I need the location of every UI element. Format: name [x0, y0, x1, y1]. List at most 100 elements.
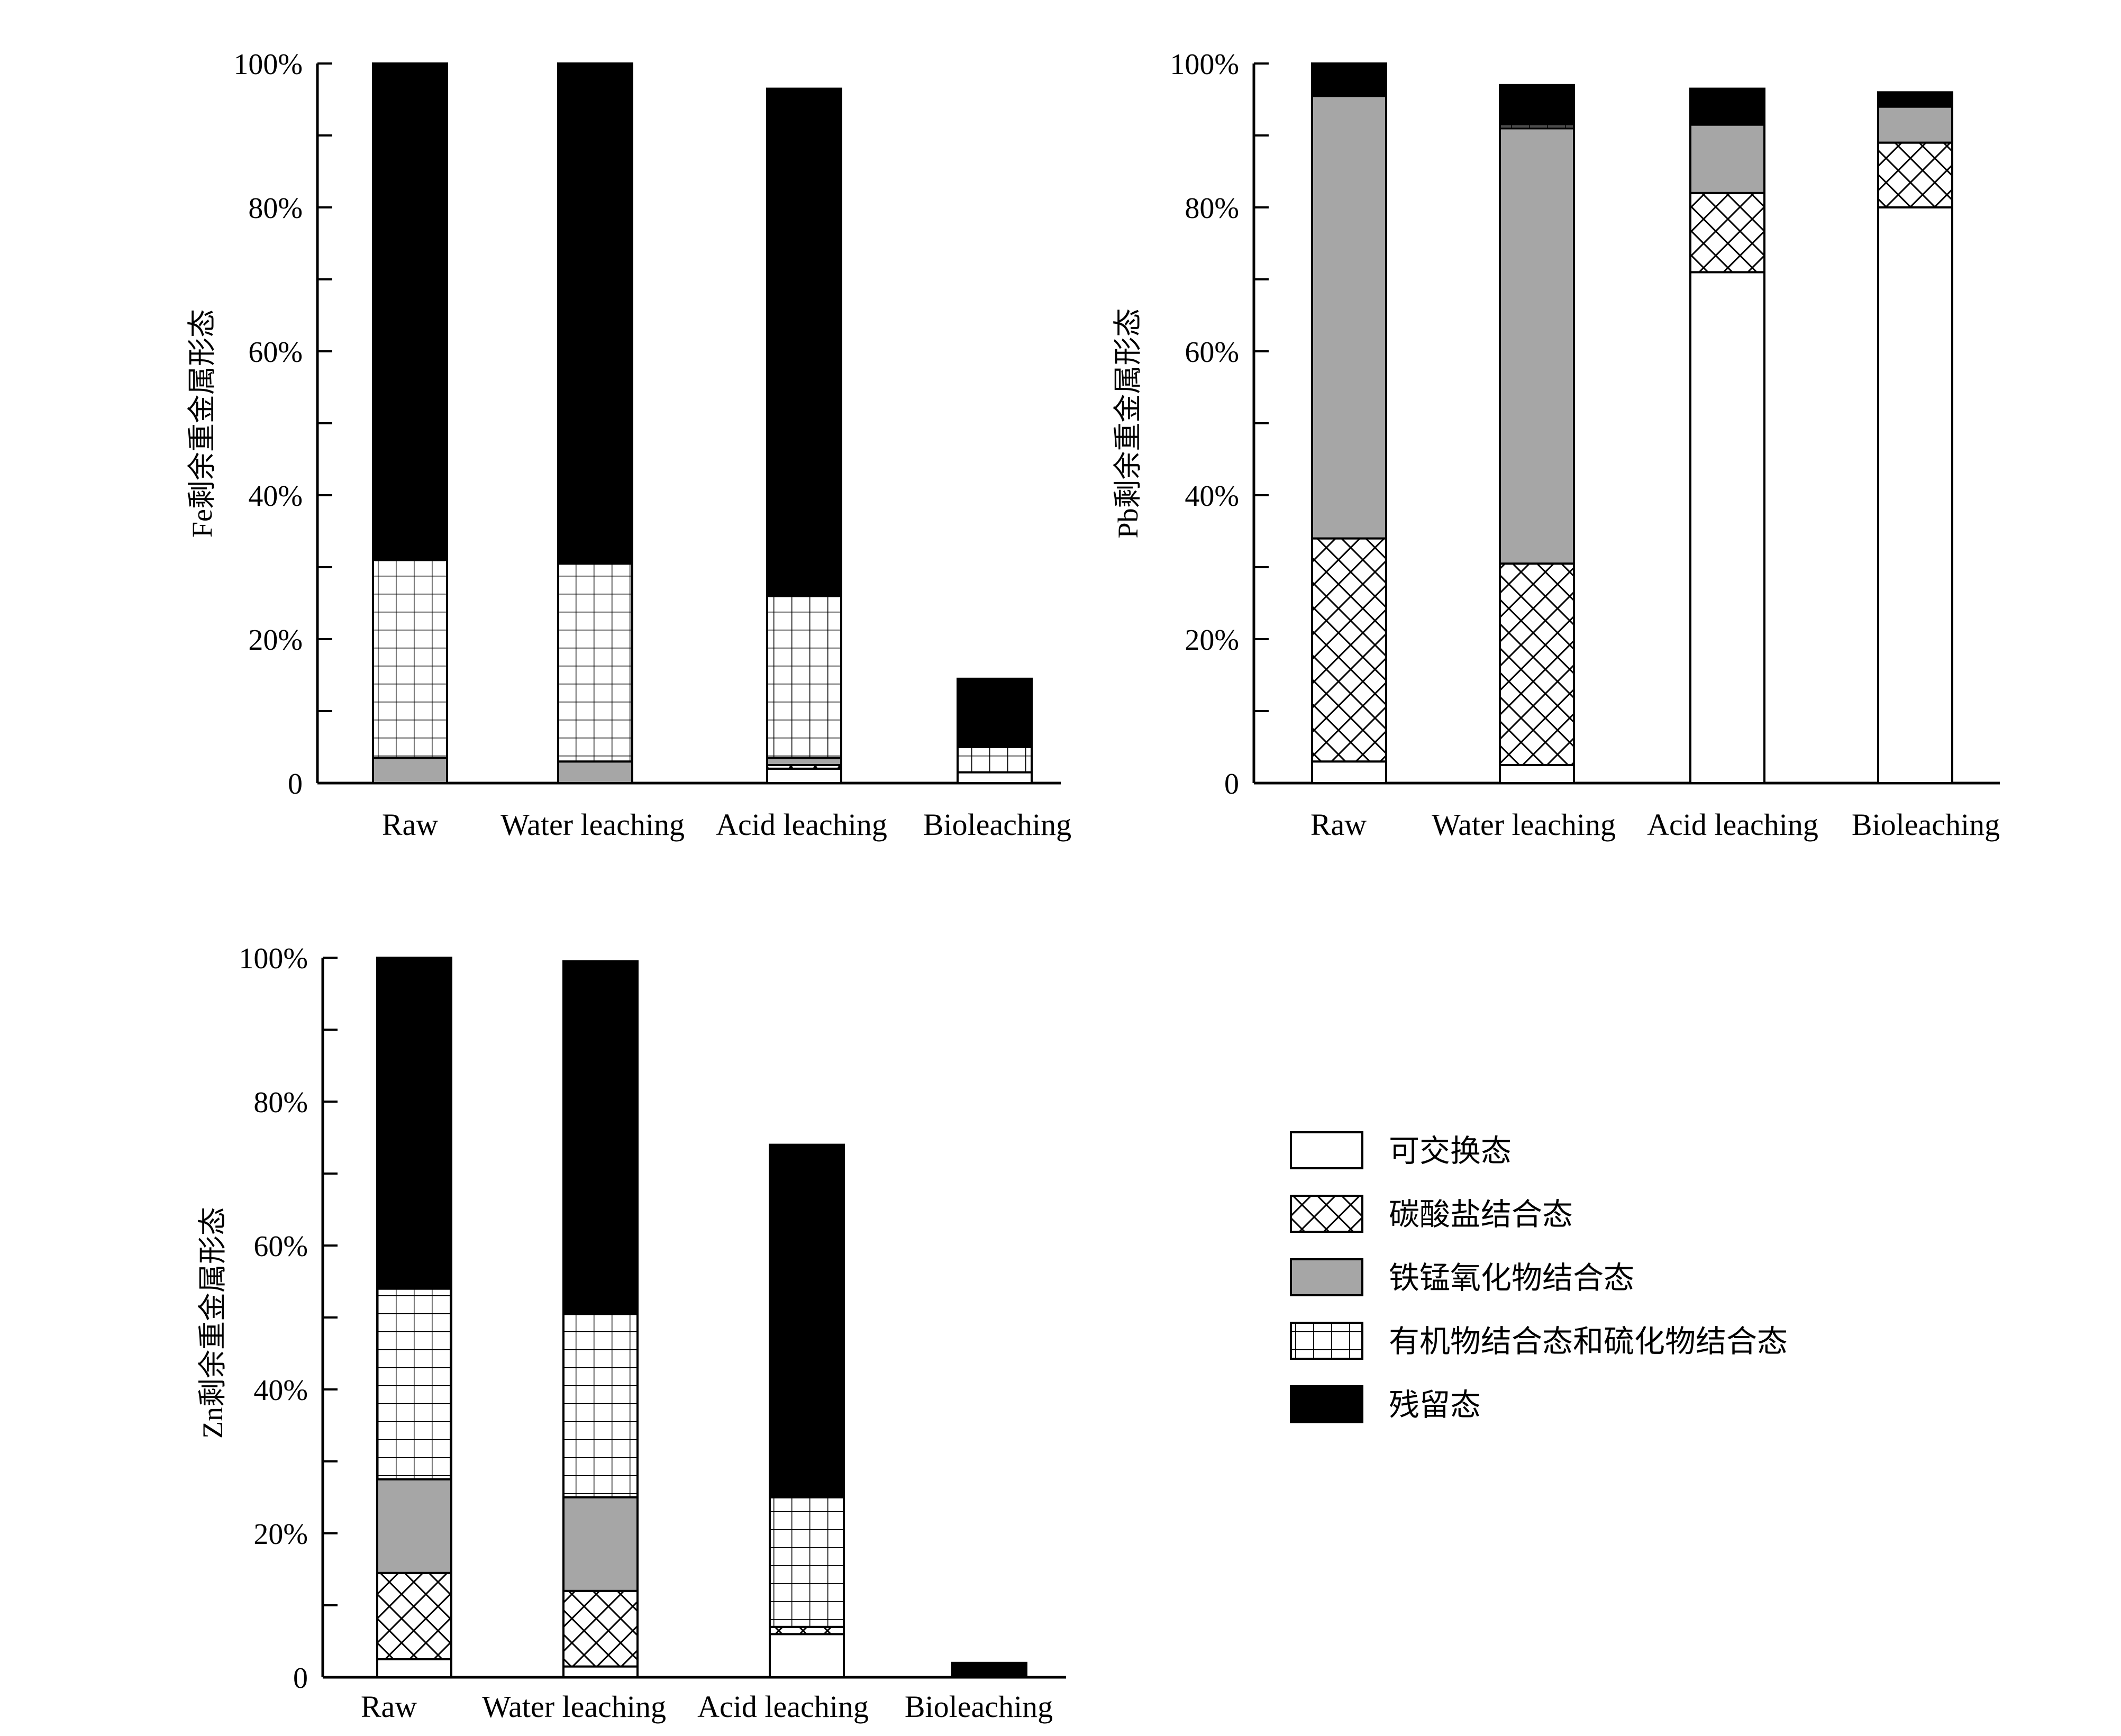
- pb-x-category-label: Acid leaching: [1647, 807, 1818, 842]
- pb-bar-raw: [1311, 62, 1387, 784]
- legend-item-femn-oxide: 铁锰氧化物结合态: [1290, 1258, 1634, 1296]
- zn-y-tick-label: 60%: [253, 1230, 308, 1263]
- pb-y-tick-label: 80%: [1185, 192, 1239, 225]
- fe-bar-segment-residual: [557, 62, 633, 565]
- pb-bar-segment-femn-oxide: [1689, 123, 1765, 194]
- fe-chart-panel: 0 20% 40% 60% 80% 100% Fe剩余重金属形态 Raw Water leach…: [186, 48, 1071, 842]
- fe-bar-segment-residual: [957, 677, 1033, 749]
- legend-label-organic-sulfide: 有机物结合态和硫化物结合态: [1389, 1324, 1788, 1359]
- pb-bar-segment-carbonate: [1311, 537, 1387, 763]
- zn-bar-segment-femn-oxide: [376, 1478, 452, 1574]
- zn-bar-water-leaching: [562, 960, 639, 1679]
- pb-bar-segment-femn-oxide: [1499, 127, 1575, 565]
- fe-bar-water-leaching: [557, 62, 633, 784]
- fe-bar-bioleaching: [957, 677, 1033, 784]
- fe-bar-segment-exchangeable: [957, 771, 1033, 784]
- fe-y-tick-label: 80%: [248, 192, 303, 225]
- pb-bar-segment-exchangeable: [1499, 764, 1575, 784]
- fe-bar-segment-femn-oxide: [372, 757, 448, 785]
- zn-bar-segment-carbonate: [376, 1571, 452, 1661]
- zn-bar-segment-carbonate: [769, 1625, 845, 1635]
- pb-y-tick-label: 0: [1224, 768, 1239, 801]
- legend-label-carbonate: 碳酸盐结合态: [1389, 1197, 1573, 1232]
- zn-bar-segment-organic-sulfide: [769, 1496, 845, 1628]
- zn-bar-segment-exchangeable: [376, 1658, 452, 1678]
- zn-x-category-label: Acid leaching: [697, 1689, 869, 1724]
- legend-item-carbonate: 碳酸盐结合态: [1290, 1195, 1573, 1233]
- fe-x-category-label: Acid leaching: [716, 807, 887, 842]
- pb-x-category-label: Bioleaching: [1852, 807, 2000, 842]
- zn-bar-acid-leaching: [769, 1143, 845, 1678]
- pb-chart-panel: 0 20% 40% 60% 80% 100% Pb剩余重金属形态 Raw Water leach…: [1112, 48, 2000, 842]
- pb-bar-segment-exchangeable: [1689, 271, 1765, 784]
- fe-x-category-label: Raw: [382, 807, 438, 842]
- pb-bar-segment-residual: [1689, 87, 1765, 126]
- pb-bar-segment-femn-oxide: [1877, 105, 1953, 144]
- pb-bar-segment-residual: [1877, 91, 1953, 108]
- fe-bar-segment-organic-sulfide: [957, 746, 1033, 774]
- zn-x-category-label: Water leaching: [482, 1689, 666, 1724]
- fe-bar-segment-residual: [372, 62, 448, 561]
- fe-y-tick-label: 0: [288, 768, 303, 801]
- fe-y-tick-label: 40%: [248, 480, 303, 513]
- zn-y-tick-label: 20%: [253, 1518, 308, 1551]
- legend-swatch-gray: [1290, 1258, 1363, 1296]
- pb-bar-segment-residual: [1499, 84, 1575, 126]
- zn-bar-segment-residual: [562, 960, 639, 1315]
- zn-bar-segment-femn-oxide: [562, 1496, 639, 1592]
- fe-x-category-label: Bioleaching: [923, 807, 1071, 842]
- zn-x-category-label: Bioleaching: [905, 1689, 1053, 1724]
- pb-y-tick-label: 40%: [1185, 480, 1239, 513]
- zn-bar-segment-exchangeable: [769, 1633, 845, 1678]
- fe-bar-segment-organic-sulfide: [557, 562, 633, 763]
- pb-bar-water-leaching: [1499, 84, 1575, 784]
- fe-bar-segment-residual: [766, 87, 842, 597]
- zn-bar-segment-residual: [951, 1661, 1027, 1679]
- legend-item-organic-sulfide: 有机物结合态和硫化物结合态: [1290, 1322, 1788, 1360]
- fe-y-tick-label: 100%: [233, 48, 303, 81]
- fe-bar-segment-exchangeable: [766, 767, 842, 785]
- zn-chart-panel: 0 20% 40% 60% 80% 100% Zn剩余重金属形态 Raw Water leach…: [197, 942, 1066, 1724]
- zn-bar-bioleaching: [951, 1661, 1027, 1679]
- legend-swatch-crosshatch: [1290, 1195, 1363, 1233]
- pb-y-tick-label: 100%: [1170, 48, 1239, 81]
- pb-bar-segment-exchangeable: [1311, 760, 1387, 784]
- legend-label-residual: 残留态: [1389, 1388, 1481, 1422]
- legend-swatch-grid: [1290, 1322, 1363, 1360]
- pb-y-axis-label: Pb剩余重金属形态: [1112, 308, 1144, 538]
- zn-bar-segment-residual: [769, 1143, 845, 1499]
- zn-bar-segment-carbonate: [562, 1589, 639, 1668]
- zn-x-category-label: Raw: [361, 1689, 417, 1724]
- zn-y-tick-label: 40%: [253, 1374, 308, 1407]
- pb-y-tick-label: 20%: [1185, 624, 1239, 657]
- pb-bar-segment-femn-oxide: [1311, 95, 1387, 540]
- zn-bar-segment-organic-sulfide: [562, 1313, 639, 1498]
- legend-item-exchangeable: 可交换态: [1290, 1131, 1512, 1169]
- fe-x-category-label: Water leaching: [500, 807, 685, 842]
- legend: 可交换态 碳酸盐结合态 铁锰氧化物结合态 有机物结合态和硫化物结合态 残留态: [1290, 1131, 1788, 1423]
- legend-label-exchangeable: 可交换态: [1389, 1134, 1512, 1168]
- pb-bar-segment-carbonate: [1689, 192, 1765, 274]
- fe-y-tick-label: 20%: [248, 624, 303, 657]
- pb-bar-bioleaching: [1877, 91, 1953, 784]
- fe-y-axis-label: Fe剩余重金属形态: [186, 309, 218, 538]
- pb-bar-segment-exchangeable: [1877, 206, 1953, 784]
- zn-y-tick-label: 100%: [239, 942, 308, 975]
- pb-x-category-label: Water leaching: [1432, 807, 1616, 842]
- pb-bar-acid-leaching: [1689, 87, 1765, 784]
- fe-bar-segment-organic-sulfide: [766, 595, 842, 759]
- fe-bar-segment-organic-sulfide: [372, 559, 448, 759]
- pb-y-tick-label: 60%: [1185, 336, 1239, 369]
- fe-y-tick-label: 60%: [248, 336, 303, 369]
- fe-bar-acid-leaching: [766, 87, 842, 785]
- legend-label-femn-oxide: 铁锰氧化物结合态: [1389, 1261, 1634, 1295]
- legend-swatch-white: [1290, 1131, 1363, 1169]
- pb-x-category-label: Raw: [1310, 807, 1367, 842]
- legend-item-residual: 残留态: [1290, 1385, 1481, 1423]
- zn-y-tick-label: 80%: [253, 1086, 308, 1119]
- fe-bar-segment-femn-oxide: [766, 757, 842, 767]
- pb-bar-segment-carbonate: [1499, 562, 1575, 766]
- zn-bar-segment-residual: [376, 957, 452, 1290]
- zn-bar-segment-exchangeable: [562, 1665, 639, 1679]
